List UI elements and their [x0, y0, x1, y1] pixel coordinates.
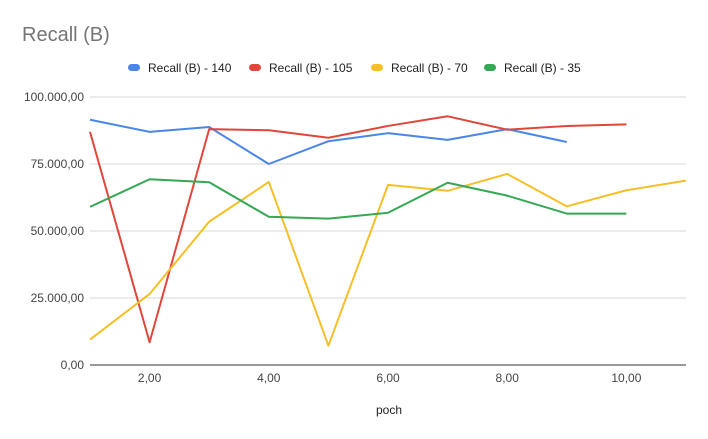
- x-axis-title: poch: [376, 403, 402, 417]
- legend-swatch: [128, 64, 140, 71]
- x-tick-label: 8,00: [496, 371, 520, 385]
- y-tick-label: 25.000,00: [31, 291, 85, 305]
- legend-label: Recall (B) - 35: [504, 61, 581, 75]
- legend-item-recall-b-70: Recall (B) - 70: [371, 61, 468, 75]
- grid: [90, 96, 686, 366]
- legend-label: Recall (B) - 70: [391, 61, 468, 75]
- y-axis: 0,00 25.000,00 50.000,00 75.000,00 100.000,0…: [24, 90, 84, 372]
- x-tick-label: 4,00: [257, 371, 281, 385]
- x-tick-label: 2,00: [138, 371, 162, 385]
- legend-label: Recall (B) - 105: [269, 61, 353, 75]
- legend-label: Recall (B) - 140: [148, 61, 232, 75]
- y-tick-label: 0,00: [61, 358, 85, 372]
- series-line-recall-b-140: [89, 118, 568, 165]
- legend-swatch: [249, 64, 261, 71]
- y-tick-label: 75.000,00: [31, 157, 85, 171]
- y-tick-label: 50.000,00: [31, 224, 85, 238]
- x-axis: 2,00 4,00 6,00 8,00 10,00: [138, 371, 642, 385]
- y-tick-label: 100.000,00: [24, 90, 84, 104]
- legend-item-recall-b-35: Recall (B) - 35: [484, 61, 581, 75]
- legend-swatch: [371, 64, 383, 71]
- series-line-recall-b-35: [89, 178, 627, 220]
- legend: Recall (B) - 140 Recall (B) - 105 Recall (…: [128, 61, 581, 75]
- x-tick-label: 6,00: [376, 371, 400, 385]
- x-tick-label: 10,00: [611, 371, 641, 385]
- legend-item-recall-b-105: Recall (B) - 105: [249, 61, 353, 75]
- series-line-recall-b-70: [89, 172, 687, 347]
- series-line-recall-b-105: [89, 115, 627, 344]
- legend-item-recall-b-140: Recall (B) - 140: [128, 61, 232, 75]
- legend-swatch: [484, 64, 496, 71]
- chart-title: Recall (B): [22, 24, 110, 46]
- series-lines: [89, 115, 687, 347]
